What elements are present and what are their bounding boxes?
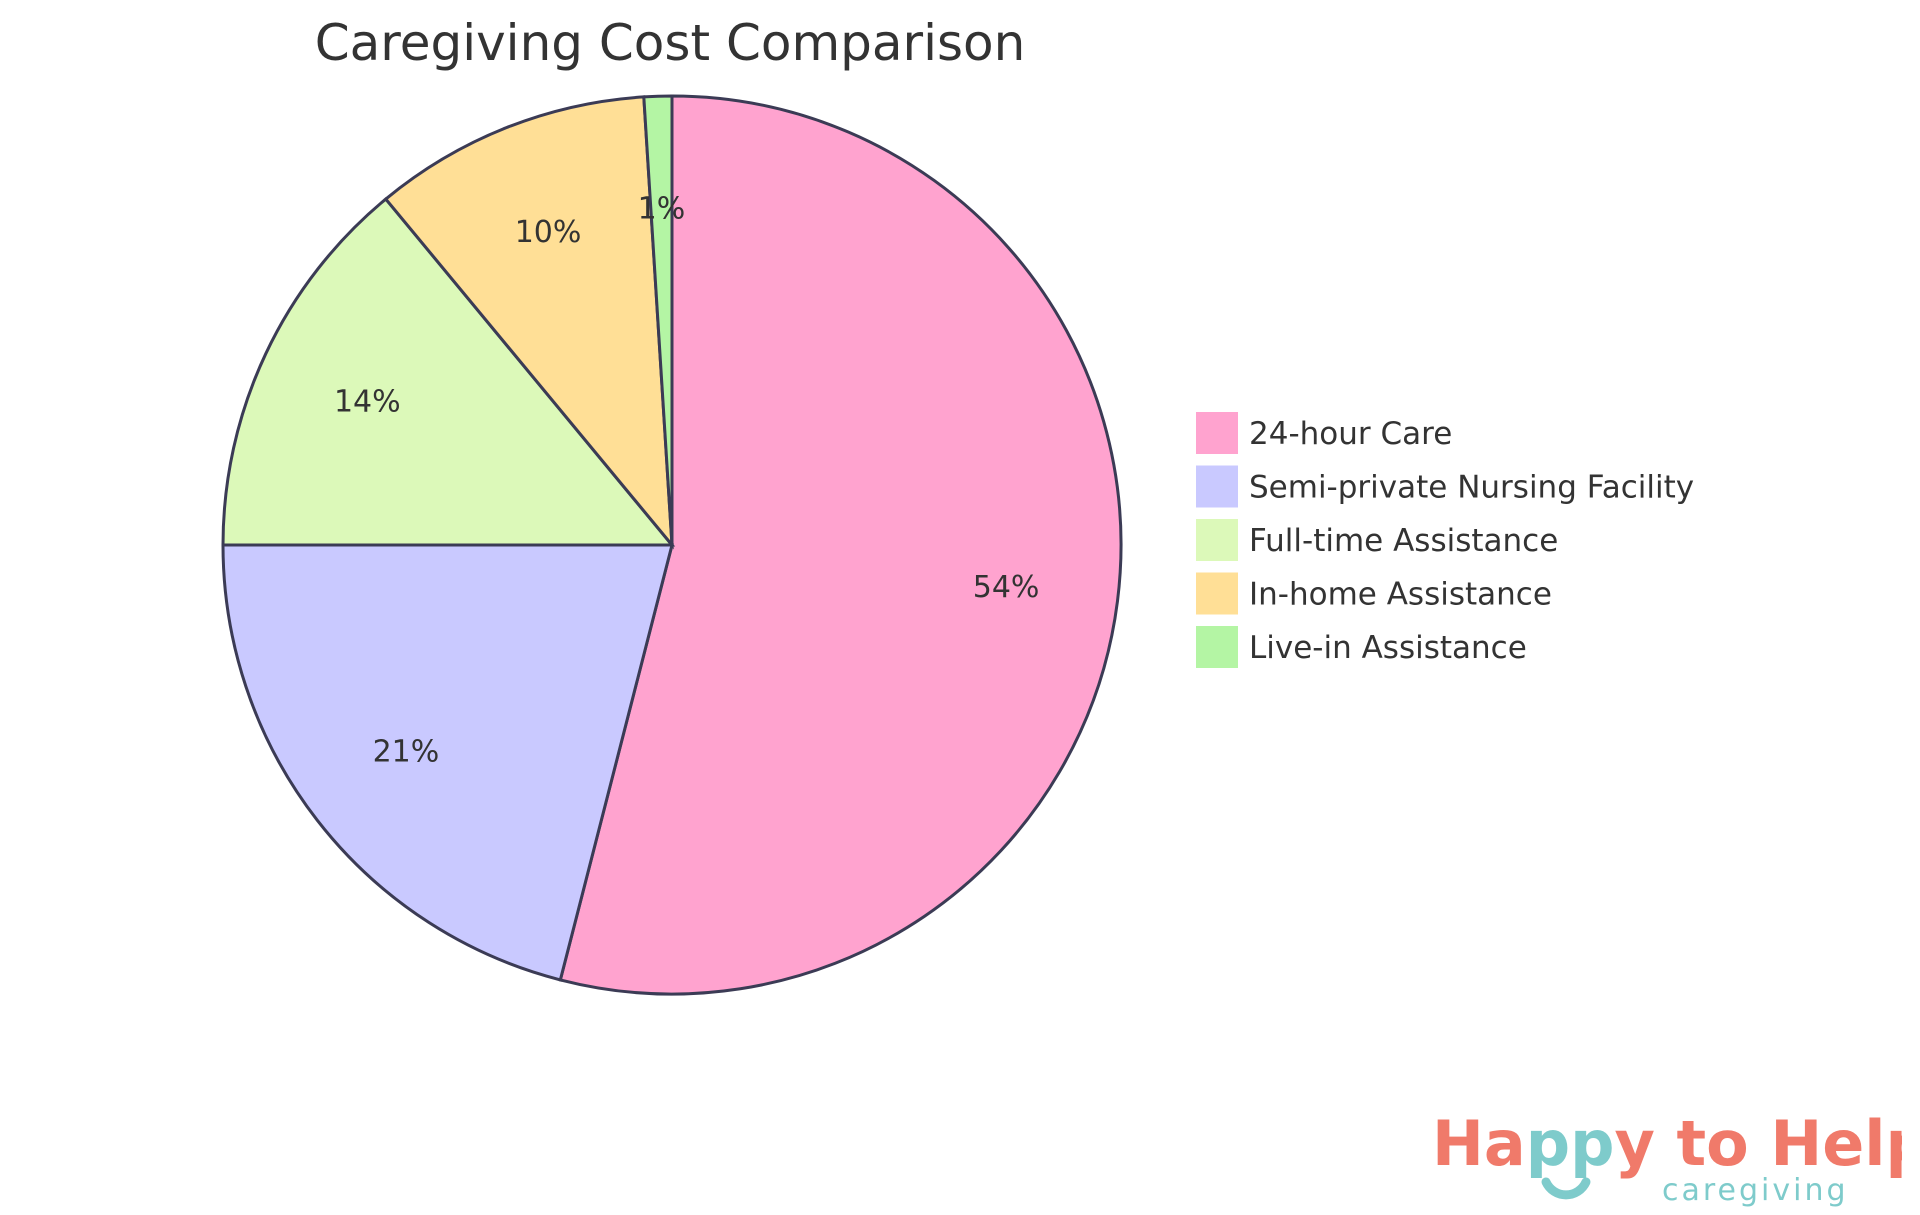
- pie-slice-2: [221, 196, 676, 547]
- legend-swatch-2: [1194, 517, 1240, 563]
- pie-slice-0: [558, 94, 1123, 996]
- slice-label-3: 10%: [515, 215, 582, 250]
- slice-label-2: 14%: [334, 385, 401, 420]
- happy-to-help-logo: Happy to Help caregiving: [1432, 1110, 1902, 1208]
- legend-label-1: Semi-private Nursing Facility: [1249, 470, 1694, 506]
- pie-slice-4: [642, 94, 674, 546]
- legend-swatch-4: [1194, 624, 1240, 670]
- legend-swatch-3: [1194, 570, 1240, 617]
- slice-label-0: 54%: [973, 570, 1040, 605]
- legend-label-2: Full-time Assistance: [1249, 523, 1558, 559]
- legend-label-3: In-home Assistance: [1249, 577, 1552, 613]
- svg-text:caregiving: caregiving: [1662, 1173, 1849, 1208]
- chart-title: Caregiving Cost Comparison: [315, 14, 1026, 72]
- legend-label-4: Live-in Assistance: [1249, 630, 1527, 666]
- slice-label-1: 21%: [373, 734, 440, 769]
- legend-label-0: 24-hour Care: [1249, 416, 1452, 452]
- slice-label-4: 1%: [638, 191, 686, 226]
- svg-text:Happy to Help: Happy to Help: [1432, 1110, 1902, 1180]
- legend-swatch-0: [1194, 410, 1240, 456]
- legend-swatch-1: [1194, 463, 1240, 510]
- pie-slice-3: [383, 95, 674, 550]
- legend: 24-hour Care Semi-private Nursing Facilit…: [1194, 410, 1694, 670]
- pie-slice-1: [221, 543, 674, 982]
